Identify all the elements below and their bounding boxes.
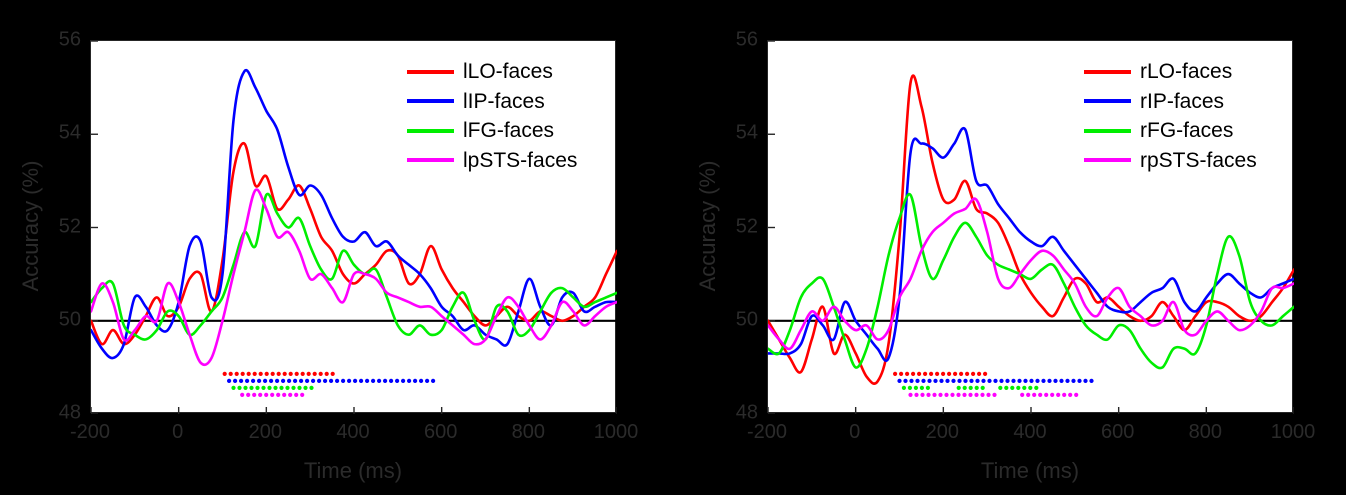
legend-label: lLO-faces	[463, 60, 553, 84]
legend-line-swatch-icon	[1084, 99, 1131, 104]
right-x-tick-label: 0	[849, 421, 861, 443]
left-legend-entry-lLO-faces: lLO-faces	[407, 57, 577, 87]
left-x-tick-label: 400	[336, 421, 370, 443]
significance-dots-lpSTS-faces	[240, 392, 305, 397]
legend-label: rIP-faces	[1140, 89, 1225, 113]
left-legend-entry-lFG-faces: lFG-faces	[407, 116, 577, 146]
series-line-rpSTS-faces	[768, 197, 1294, 351]
legend-line-swatch-icon	[407, 69, 454, 74]
legend-line-swatch-icon	[1084, 158, 1131, 163]
left-x-tick-label: 0	[172, 421, 184, 443]
right-x-tick-label: 800	[1188, 421, 1223, 443]
left-x-tick-label: 600	[423, 421, 458, 443]
right-legend-entry-rpSTS-faces: rpSTS-faces	[1084, 146, 1257, 176]
significance-dots-rIP-faces	[897, 378, 1094, 383]
left-y-tick-label: 52	[58, 215, 81, 237]
right-plot-area: rLO-faces rIP-faces rFG-faces rpSTS-faces	[767, 40, 1294, 414]
legend-label: rpSTS-faces	[1140, 148, 1257, 172]
series-line-lpSTS-faces	[91, 188, 617, 367]
significance-dots-lLO-faces	[222, 371, 335, 376]
significance-dots-lIP-faces	[227, 378, 436, 383]
right-x-tick-label: 600	[1100, 421, 1135, 443]
left-plot-svg	[91, 41, 617, 414]
legend-label: lpSTS-faces	[463, 148, 578, 172]
legend-line-swatch-icon	[407, 99, 454, 104]
right-x-tick-label: 400	[1013, 421, 1047, 443]
right-x-tick-label: 200	[925, 421, 960, 443]
significance-dots-rLO-faces	[893, 371, 988, 376]
right-plot-svg	[768, 41, 1294, 414]
series-line-rIP-faces	[768, 126, 1294, 363]
left-x-tick-label: -200	[69, 421, 111, 443]
left-y-tick-label: 54	[58, 121, 81, 144]
right-legend: rLO-faces rIP-faces rFG-faces rpSTS-faces	[1084, 57, 1257, 175]
legend-label: lFG-faces	[463, 119, 555, 143]
right-x-tick-label: 1000	[1270, 421, 1316, 443]
left-y-axis-label: Accuracy (%)	[18, 160, 43, 292]
legend-line-swatch-icon	[1084, 69, 1131, 74]
right-legend-entry-rLO-faces: rLO-faces	[1084, 57, 1257, 87]
right-y-tick-label: 54	[735, 121, 758, 144]
right-legend-entry-rFG-faces: rFG-faces	[1084, 116, 1257, 146]
right-x-axis-label: Time (ms)	[980, 458, 1080, 483]
legend-line-swatch-icon	[407, 158, 454, 163]
series-line-rFG-faces	[768, 192, 1294, 370]
left-legend-entry-lpSTS-faces: lpSTS-faces	[407, 146, 577, 176]
legend-label: rFG-faces	[1140, 119, 1234, 143]
left-y-tick-label: 50	[58, 308, 81, 331]
left-legend: lLO-faces lIP-faces lFG-faces lpSTS-faces	[407, 57, 577, 175]
significance-dots-rpSTS-faces	[908, 392, 1079, 397]
series-line-lFG-faces	[91, 192, 617, 341]
right-y-tick-label: 50	[735, 308, 758, 331]
series-line-rLO-faces	[768, 74, 1294, 385]
left-x-tick-label: 1000	[593, 421, 639, 443]
left-x-tick-label: 800	[511, 421, 546, 443]
legend-line-swatch-icon	[1084, 128, 1131, 133]
left-plot-area: lLO-faces lIP-faces lFG-faces lpSTS-faces	[90, 40, 617, 414]
right-x-tick-label: -200	[746, 421, 788, 443]
right-y-tick-label: 52	[735, 215, 758, 237]
significance-dots-rFG-faces	[901, 385, 1039, 390]
right-y-tick-label: 56	[735, 28, 758, 51]
legend-line-swatch-icon	[407, 128, 454, 133]
left-legend-entry-lIP-faces: lIP-faces	[407, 87, 577, 117]
left-y-tick-label: 56	[58, 28, 81, 51]
left-x-axis-label: Time (ms)	[303, 458, 403, 483]
significance-dots-lFG-faces	[231, 385, 314, 390]
right-y-axis-label: Accuracy (%)	[695, 160, 720, 292]
right-axis-ticks	[768, 41, 1294, 414]
left-y-tick-label: 48	[58, 401, 81, 424]
right-y-tick-label: 48	[735, 401, 758, 424]
legend-label: rLO-faces	[1140, 60, 1233, 84]
left-x-tick-label: 200	[248, 421, 283, 443]
legend-label: lIP-faces	[463, 89, 545, 113]
right-legend-entry-rIP-faces: rIP-faces	[1084, 87, 1257, 117]
